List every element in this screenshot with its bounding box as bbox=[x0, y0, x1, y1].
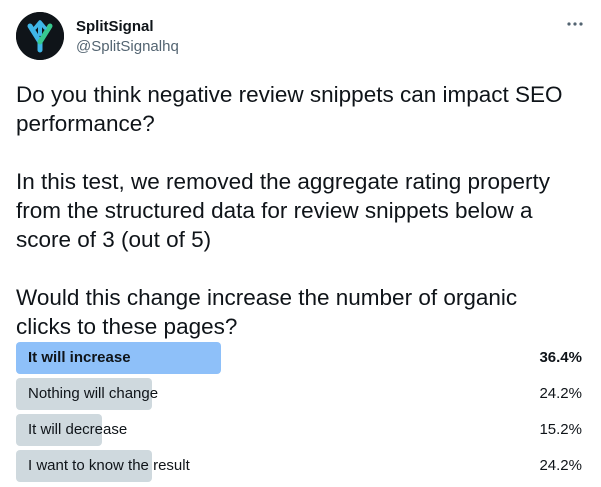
poll-bar bbox=[16, 378, 152, 410]
poll-option: It will decrease 15.2% bbox=[16, 414, 586, 446]
poll-bar bbox=[16, 342, 221, 374]
poll-option: Nothing will change 24.2% bbox=[16, 378, 586, 410]
splitsignal-logo-icon bbox=[16, 12, 64, 60]
avatar[interactable] bbox=[16, 12, 64, 60]
more-button[interactable] bbox=[564, 14, 586, 34]
poll-option: I want to know the result 24.2% bbox=[16, 450, 586, 482]
poll-option-label: It will increase bbox=[28, 349, 131, 366]
more-horizontal-icon bbox=[567, 22, 583, 26]
display-name[interactable]: SplitSignal bbox=[76, 18, 154, 35]
account-names: SplitSignal @SplitSignalhq bbox=[76, 18, 179, 56]
tweet-text: Do you think negative review snippets ca… bbox=[16, 80, 586, 341]
poll-option-percent: 36.4% bbox=[539, 349, 582, 366]
tweet-paragraph: Do you think negative review snippets ca… bbox=[16, 82, 563, 136]
poll-option-percent: 24.2% bbox=[539, 385, 582, 402]
poll-option-label: I want to know the result bbox=[28, 457, 190, 474]
tweet-header: SplitSignal @SplitSignalhq bbox=[16, 12, 586, 64]
poll: It will increase 36.4% Nothing will chan… bbox=[16, 342, 586, 486]
poll-option-label: It will decrease bbox=[28, 421, 128, 438]
poll-option: It will increase 36.4% bbox=[16, 342, 586, 374]
poll-option-percent: 24.2% bbox=[539, 457, 582, 474]
tweet-paragraph: In this test, we removed the aggregate r… bbox=[16, 169, 551, 252]
tweet-paragraph: Would this change increase the number of… bbox=[16, 285, 518, 339]
account-handle[interactable]: @SplitSignalhq bbox=[76, 38, 179, 55]
poll-option-label: Nothing will change bbox=[28, 385, 159, 402]
poll-option-percent: 15.2% bbox=[539, 421, 582, 438]
poll-bar bbox=[16, 414, 102, 446]
poll-bar bbox=[16, 450, 152, 482]
